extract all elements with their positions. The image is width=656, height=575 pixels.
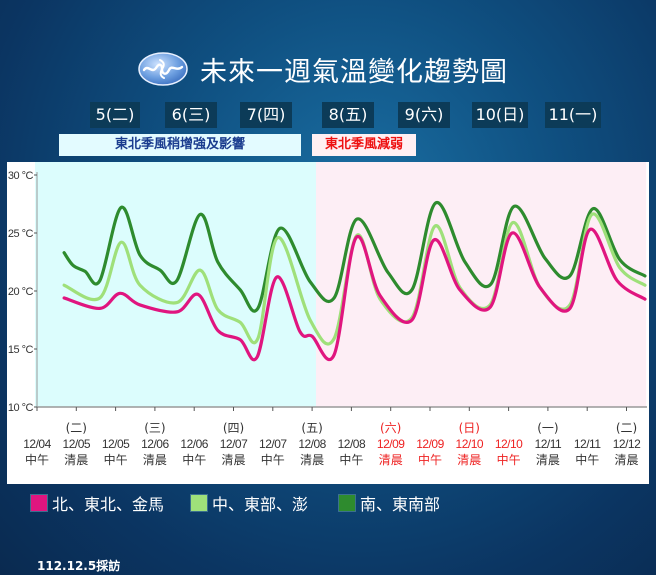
x-tick-time: 清晨 (536, 453, 560, 467)
x-tick-weekday: (二) (616, 421, 637, 435)
x-tick-time: 清晨 (221, 453, 245, 467)
y-tick-label: 30 °C (8, 170, 34, 182)
x-tick-date: 12/05 (102, 437, 130, 451)
y-tick-label: 25 °C (8, 228, 34, 240)
banner-monsoon-weakening: 東北季風減弱 (312, 134, 416, 156)
x-tick-time: 中午 (575, 452, 599, 467)
x-tick-time: 中午 (182, 452, 206, 467)
series-line (62, 201, 647, 313)
legend-label: 北、東北、金馬 (52, 495, 165, 514)
legend-item: 南、東南部 (338, 492, 440, 514)
x-tick-date: 12/09 (416, 437, 444, 451)
interview-date: 112.12.5採訪 (37, 559, 121, 573)
day-header: 9(六) (398, 102, 450, 128)
x-tick-weekday: (日) (459, 421, 480, 435)
x-tick-date: 12/07 (220, 437, 248, 451)
day-header: 10(日) (472, 102, 528, 128)
day-header: 7(四) (240, 102, 292, 128)
x-tick-time: 清晨 (300, 453, 324, 467)
day-header: 5(二) (90, 102, 140, 128)
x-tick-time: 中午 (261, 452, 285, 467)
page-title: 未來一週氣溫變化趨勢圖 (200, 56, 508, 88)
y-tick-label: 15 °C (8, 344, 34, 356)
x-tick-date: 12/10 (456, 437, 484, 451)
title-bar: 未來一週氣溫變化趨勢圖 (138, 46, 508, 92)
x-tick-weekday: (六) (380, 421, 401, 435)
y-tick-label: 10 °C (8, 402, 34, 414)
x-tick-time: 中午 (497, 452, 521, 467)
x-tick-time: 清晨 (143, 453, 167, 467)
x-tick-date: 12/06 (180, 437, 208, 451)
day-header: 11(一) (545, 102, 601, 128)
x-tick-time: 中午 (339, 452, 363, 467)
x-tick-weekday: (四) (223, 421, 244, 435)
x-tick-date: 12/08 (338, 437, 366, 451)
x-tick-date: 12/11 (574, 437, 601, 451)
x-tick-weekday: (五) (301, 421, 322, 435)
x-tick-date: 12/08 (298, 437, 326, 451)
x-tick-date: 12/11 (535, 437, 562, 451)
temperature-line-chart: 10 °C15 °C20 °C25 °C30 °C12/04中午(二)12/05… (8, 162, 647, 467)
y-tick-label: 20 °C (8, 286, 34, 298)
series-line (62, 227, 647, 362)
x-tick-date: 12/04 (23, 437, 51, 451)
chart-panel: 10 °C 15 °C 20 °C 25 °C 30 °C 12/04 中午 (二) 12/05… (7, 162, 649, 484)
day-header: 8(五) (322, 102, 374, 128)
x-tick-weekday: (三) (144, 421, 165, 435)
legend-label: 中、東部、澎 (212, 495, 309, 514)
legend-swatch (190, 494, 208, 512)
legend-swatch (30, 494, 48, 512)
banner-monsoon-strengthening: 東北季風稍增強及影響 (59, 134, 301, 156)
x-tick-date: 12/07 (259, 437, 287, 451)
legend-item: 中、東部、澎 (190, 492, 308, 514)
x-tick-time: 清晨 (379, 453, 403, 467)
legend-label: 南、東南部 (360, 495, 441, 514)
x-tick-time: 清晨 (64, 453, 88, 467)
x-tick-time: 中午 (418, 452, 442, 467)
x-tick-date: 12/09 (377, 437, 405, 451)
x-tick-time: 中午 (25, 452, 49, 467)
x-tick-date: 12/12 (613, 437, 641, 451)
chart-region (35, 162, 317, 407)
x-tick-time: 清晨 (614, 453, 638, 467)
legend-swatch (338, 494, 356, 512)
x-tick-weekday: (二) (66, 421, 87, 435)
legend-item: 北、東北、金馬 (30, 492, 164, 514)
x-tick-weekday: (一) (537, 421, 558, 435)
x-tick-date: 12/10 (495, 437, 523, 451)
x-tick-date: 12/06 (141, 437, 169, 451)
day-header: 6(三) (165, 102, 217, 128)
x-tick-time: 中午 (104, 452, 128, 467)
weather-bureau-logo-icon (138, 52, 188, 86)
x-tick-date: 12/05 (63, 437, 91, 451)
x-tick-time: 清晨 (457, 453, 481, 467)
